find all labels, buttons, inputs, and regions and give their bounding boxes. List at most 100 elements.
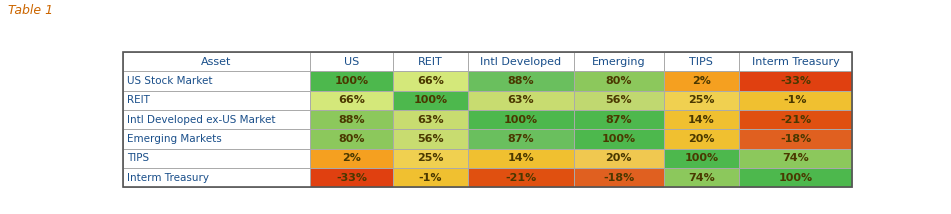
- Bar: [123, 129, 310, 149]
- Bar: [739, 149, 852, 168]
- Bar: [393, 110, 468, 129]
- Text: 56%: 56%: [606, 95, 632, 105]
- Bar: [664, 91, 739, 110]
- Text: 66%: 66%: [338, 95, 365, 105]
- Text: TIPS: TIPS: [689, 57, 713, 67]
- Text: 88%: 88%: [339, 115, 365, 125]
- Text: 14%: 14%: [688, 115, 715, 125]
- Text: 20%: 20%: [689, 134, 714, 144]
- Bar: [123, 71, 310, 91]
- Bar: [739, 110, 852, 129]
- Bar: [393, 71, 468, 91]
- Bar: [664, 52, 739, 71]
- Text: -33%: -33%: [336, 172, 367, 183]
- Bar: [393, 149, 468, 168]
- Bar: [573, 168, 664, 187]
- Text: 20%: 20%: [606, 153, 632, 163]
- Bar: [393, 52, 468, 71]
- Bar: [573, 129, 664, 149]
- Bar: [123, 149, 310, 168]
- Bar: [573, 149, 664, 168]
- Bar: [739, 52, 852, 71]
- Text: 74%: 74%: [688, 172, 715, 183]
- Bar: [310, 91, 393, 110]
- Bar: [123, 110, 310, 129]
- Bar: [310, 71, 393, 91]
- Text: 25%: 25%: [417, 153, 443, 163]
- Text: 100%: 100%: [504, 115, 537, 125]
- Text: Intl Developed ex-US Market: Intl Developed ex-US Market: [127, 115, 276, 125]
- Bar: [468, 110, 573, 129]
- Text: -1%: -1%: [784, 95, 807, 105]
- Text: -21%: -21%: [780, 115, 811, 125]
- Bar: [573, 110, 664, 129]
- Text: 100%: 100%: [414, 95, 447, 105]
- Bar: [468, 168, 573, 187]
- Bar: [468, 71, 573, 91]
- Text: 74%: 74%: [782, 153, 809, 163]
- Text: 56%: 56%: [417, 134, 444, 144]
- Bar: [310, 52, 393, 71]
- Text: US Stock Market: US Stock Market: [127, 76, 212, 86]
- Bar: [310, 110, 393, 129]
- Bar: [664, 149, 739, 168]
- Bar: [123, 91, 310, 110]
- Text: 100%: 100%: [335, 76, 369, 86]
- Bar: [573, 91, 664, 110]
- Text: 88%: 88%: [508, 76, 534, 86]
- Bar: [310, 149, 393, 168]
- Text: 63%: 63%: [417, 115, 444, 125]
- Text: 25%: 25%: [689, 95, 714, 105]
- Text: TIPS: TIPS: [127, 153, 149, 163]
- Text: -33%: -33%: [780, 76, 811, 86]
- Text: -18%: -18%: [603, 172, 634, 183]
- Bar: [393, 91, 468, 110]
- Text: 100%: 100%: [685, 153, 718, 163]
- Text: -21%: -21%: [505, 172, 536, 183]
- Text: -1%: -1%: [418, 172, 442, 183]
- Text: Emerging Markets: Emerging Markets: [127, 134, 222, 144]
- Text: Interm Treasury: Interm Treasury: [127, 172, 209, 183]
- Text: 87%: 87%: [606, 115, 632, 125]
- Bar: [123, 52, 310, 71]
- Text: US: US: [344, 57, 359, 67]
- Text: Interm Treasury: Interm Treasury: [751, 57, 840, 67]
- Bar: [468, 129, 573, 149]
- Bar: [573, 71, 664, 91]
- Text: 2%: 2%: [342, 153, 361, 163]
- Text: 2%: 2%: [692, 76, 710, 86]
- Text: 66%: 66%: [417, 76, 444, 86]
- Text: 80%: 80%: [339, 134, 365, 144]
- Bar: [739, 71, 852, 91]
- Bar: [664, 71, 739, 91]
- Text: Table 1: Table 1: [8, 4, 52, 17]
- Text: Intl Developed: Intl Developed: [480, 57, 561, 67]
- Text: Asset: Asset: [202, 57, 231, 67]
- Bar: [123, 52, 852, 187]
- Text: Emerging: Emerging: [592, 57, 646, 67]
- Bar: [310, 168, 393, 187]
- Bar: [393, 129, 468, 149]
- Bar: [739, 129, 852, 149]
- Text: 63%: 63%: [508, 95, 534, 105]
- Bar: [739, 91, 852, 110]
- Bar: [468, 52, 573, 71]
- Bar: [468, 91, 573, 110]
- Text: 87%: 87%: [508, 134, 534, 144]
- Bar: [664, 129, 739, 149]
- Text: 14%: 14%: [507, 153, 534, 163]
- Bar: [310, 129, 393, 149]
- Bar: [123, 168, 310, 187]
- Bar: [393, 168, 468, 187]
- Bar: [739, 168, 852, 187]
- Bar: [468, 149, 573, 168]
- Bar: [664, 110, 739, 129]
- Text: REIT: REIT: [127, 95, 150, 105]
- Bar: [573, 52, 664, 71]
- Text: 80%: 80%: [606, 76, 632, 86]
- Text: REIT: REIT: [418, 57, 443, 67]
- Text: -18%: -18%: [780, 134, 811, 144]
- Text: 100%: 100%: [602, 134, 636, 144]
- Text: 100%: 100%: [779, 172, 812, 183]
- Bar: [664, 168, 739, 187]
